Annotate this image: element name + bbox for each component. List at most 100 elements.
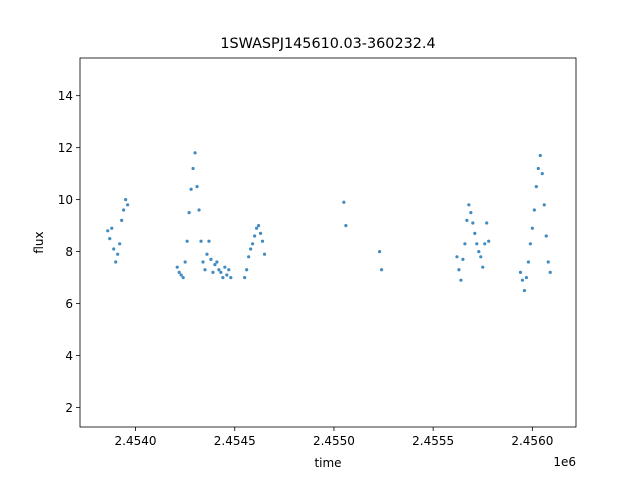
data-point bbox=[243, 275, 247, 280]
data-point bbox=[251, 242, 255, 246]
data-point bbox=[221, 275, 225, 280]
chart-title: 1SWASPJ145610.03-360232.4 bbox=[220, 36, 435, 52]
data-point bbox=[254, 226, 259, 230]
data-point bbox=[116, 252, 120, 256]
x-tick-label: 2.4550 bbox=[313, 434, 355, 448]
data-point bbox=[465, 218, 469, 223]
data-point bbox=[526, 260, 530, 264]
data-point bbox=[229, 275, 233, 280]
data-point bbox=[467, 203, 471, 207]
y-tick-label: 2 bbox=[65, 401, 73, 415]
data-point bbox=[217, 268, 221, 272]
data-point bbox=[518, 270, 523, 274]
data-point bbox=[245, 268, 249, 272]
data-point bbox=[534, 185, 538, 189]
data-point bbox=[479, 255, 483, 259]
y-tick-label: 14 bbox=[58, 89, 73, 103]
data-point bbox=[546, 260, 550, 264]
x-tick-label: 2.4540 bbox=[115, 434, 157, 448]
data-point bbox=[193, 151, 197, 155]
data-point bbox=[114, 260, 118, 264]
data-point bbox=[522, 288, 527, 293]
data-point bbox=[459, 278, 463, 282]
data-point bbox=[249, 247, 253, 251]
data-point bbox=[524, 275, 529, 280]
data-point bbox=[461, 257, 465, 261]
data-point bbox=[181, 275, 185, 280]
data-point bbox=[540, 172, 544, 176]
data-point bbox=[223, 265, 227, 269]
data-point bbox=[473, 231, 477, 236]
data-point bbox=[377, 249, 382, 254]
data-point bbox=[530, 226, 534, 230]
plot-markers bbox=[106, 151, 552, 293]
data-point bbox=[548, 270, 552, 274]
data-point bbox=[110, 226, 114, 230]
data-point bbox=[252, 234, 257, 238]
data-point bbox=[528, 242, 532, 246]
data-point bbox=[207, 239, 211, 243]
axis-ticks: 2.4540 2.4545 2.4550 2.4555 2.4560 2 4 6 8 10 12 14 bbox=[58, 89, 554, 448]
y-tick-label: 10 bbox=[58, 193, 73, 207]
data-point bbox=[177, 270, 181, 274]
x-tick-label: 2.4555 bbox=[412, 434, 454, 448]
data-point bbox=[195, 185, 199, 189]
data-point bbox=[379, 268, 384, 272]
data-point bbox=[260, 239, 265, 243]
y-tick-label: 8 bbox=[65, 245, 73, 259]
data-point bbox=[344, 224, 348, 228]
data-point bbox=[536, 166, 540, 171]
data-point bbox=[185, 239, 189, 243]
y-tick-label: 6 bbox=[65, 297, 73, 311]
data-point bbox=[120, 218, 124, 223]
data-point bbox=[201, 260, 205, 264]
data-point bbox=[215, 260, 219, 264]
data-point bbox=[183, 260, 187, 264]
data-point bbox=[118, 242, 122, 246]
plot-frame bbox=[79, 57, 577, 428]
data-point bbox=[191, 166, 195, 171]
data-point bbox=[475, 242, 479, 246]
data-point bbox=[544, 234, 548, 238]
data-point bbox=[225, 273, 229, 277]
data-point bbox=[219, 270, 223, 274]
data-point bbox=[205, 252, 209, 256]
data-point bbox=[262, 252, 267, 256]
data-point bbox=[124, 198, 128, 202]
data-point bbox=[122, 208, 126, 212]
data-point bbox=[256, 224, 261, 228]
data-point bbox=[469, 211, 473, 215]
data-point bbox=[483, 242, 487, 246]
data-point bbox=[538, 153, 542, 158]
data-point bbox=[542, 203, 546, 207]
data-point bbox=[106, 229, 110, 233]
data-point bbox=[213, 262, 217, 267]
x-tick-label: 2.4560 bbox=[511, 434, 553, 448]
data-point bbox=[258, 231, 263, 236]
data-point bbox=[108, 237, 112, 241]
data-point bbox=[457, 268, 461, 272]
y-axis-label: flux bbox=[32, 231, 46, 253]
data-point bbox=[455, 255, 459, 259]
x-axis-offset-label: 1e6 bbox=[553, 455, 576, 469]
data-point bbox=[112, 247, 116, 251]
x-tick-label: 2.4545 bbox=[214, 434, 256, 448]
data-point bbox=[126, 203, 130, 207]
data-point bbox=[197, 208, 201, 212]
data-point bbox=[211, 270, 215, 274]
x-axis-label: time bbox=[314, 456, 341, 470]
data-point bbox=[477, 249, 481, 254]
data-point bbox=[179, 273, 183, 277]
data-point bbox=[471, 221, 475, 225]
y-tick-label: 12 bbox=[58, 141, 73, 155]
data-point bbox=[187, 211, 191, 215]
y-tick-label: 4 bbox=[65, 349, 73, 363]
data-point bbox=[481, 265, 485, 269]
data-point bbox=[227, 268, 231, 272]
data-point bbox=[203, 268, 207, 272]
data-point bbox=[189, 187, 193, 191]
data-point bbox=[199, 239, 203, 243]
data-point bbox=[463, 242, 467, 246]
